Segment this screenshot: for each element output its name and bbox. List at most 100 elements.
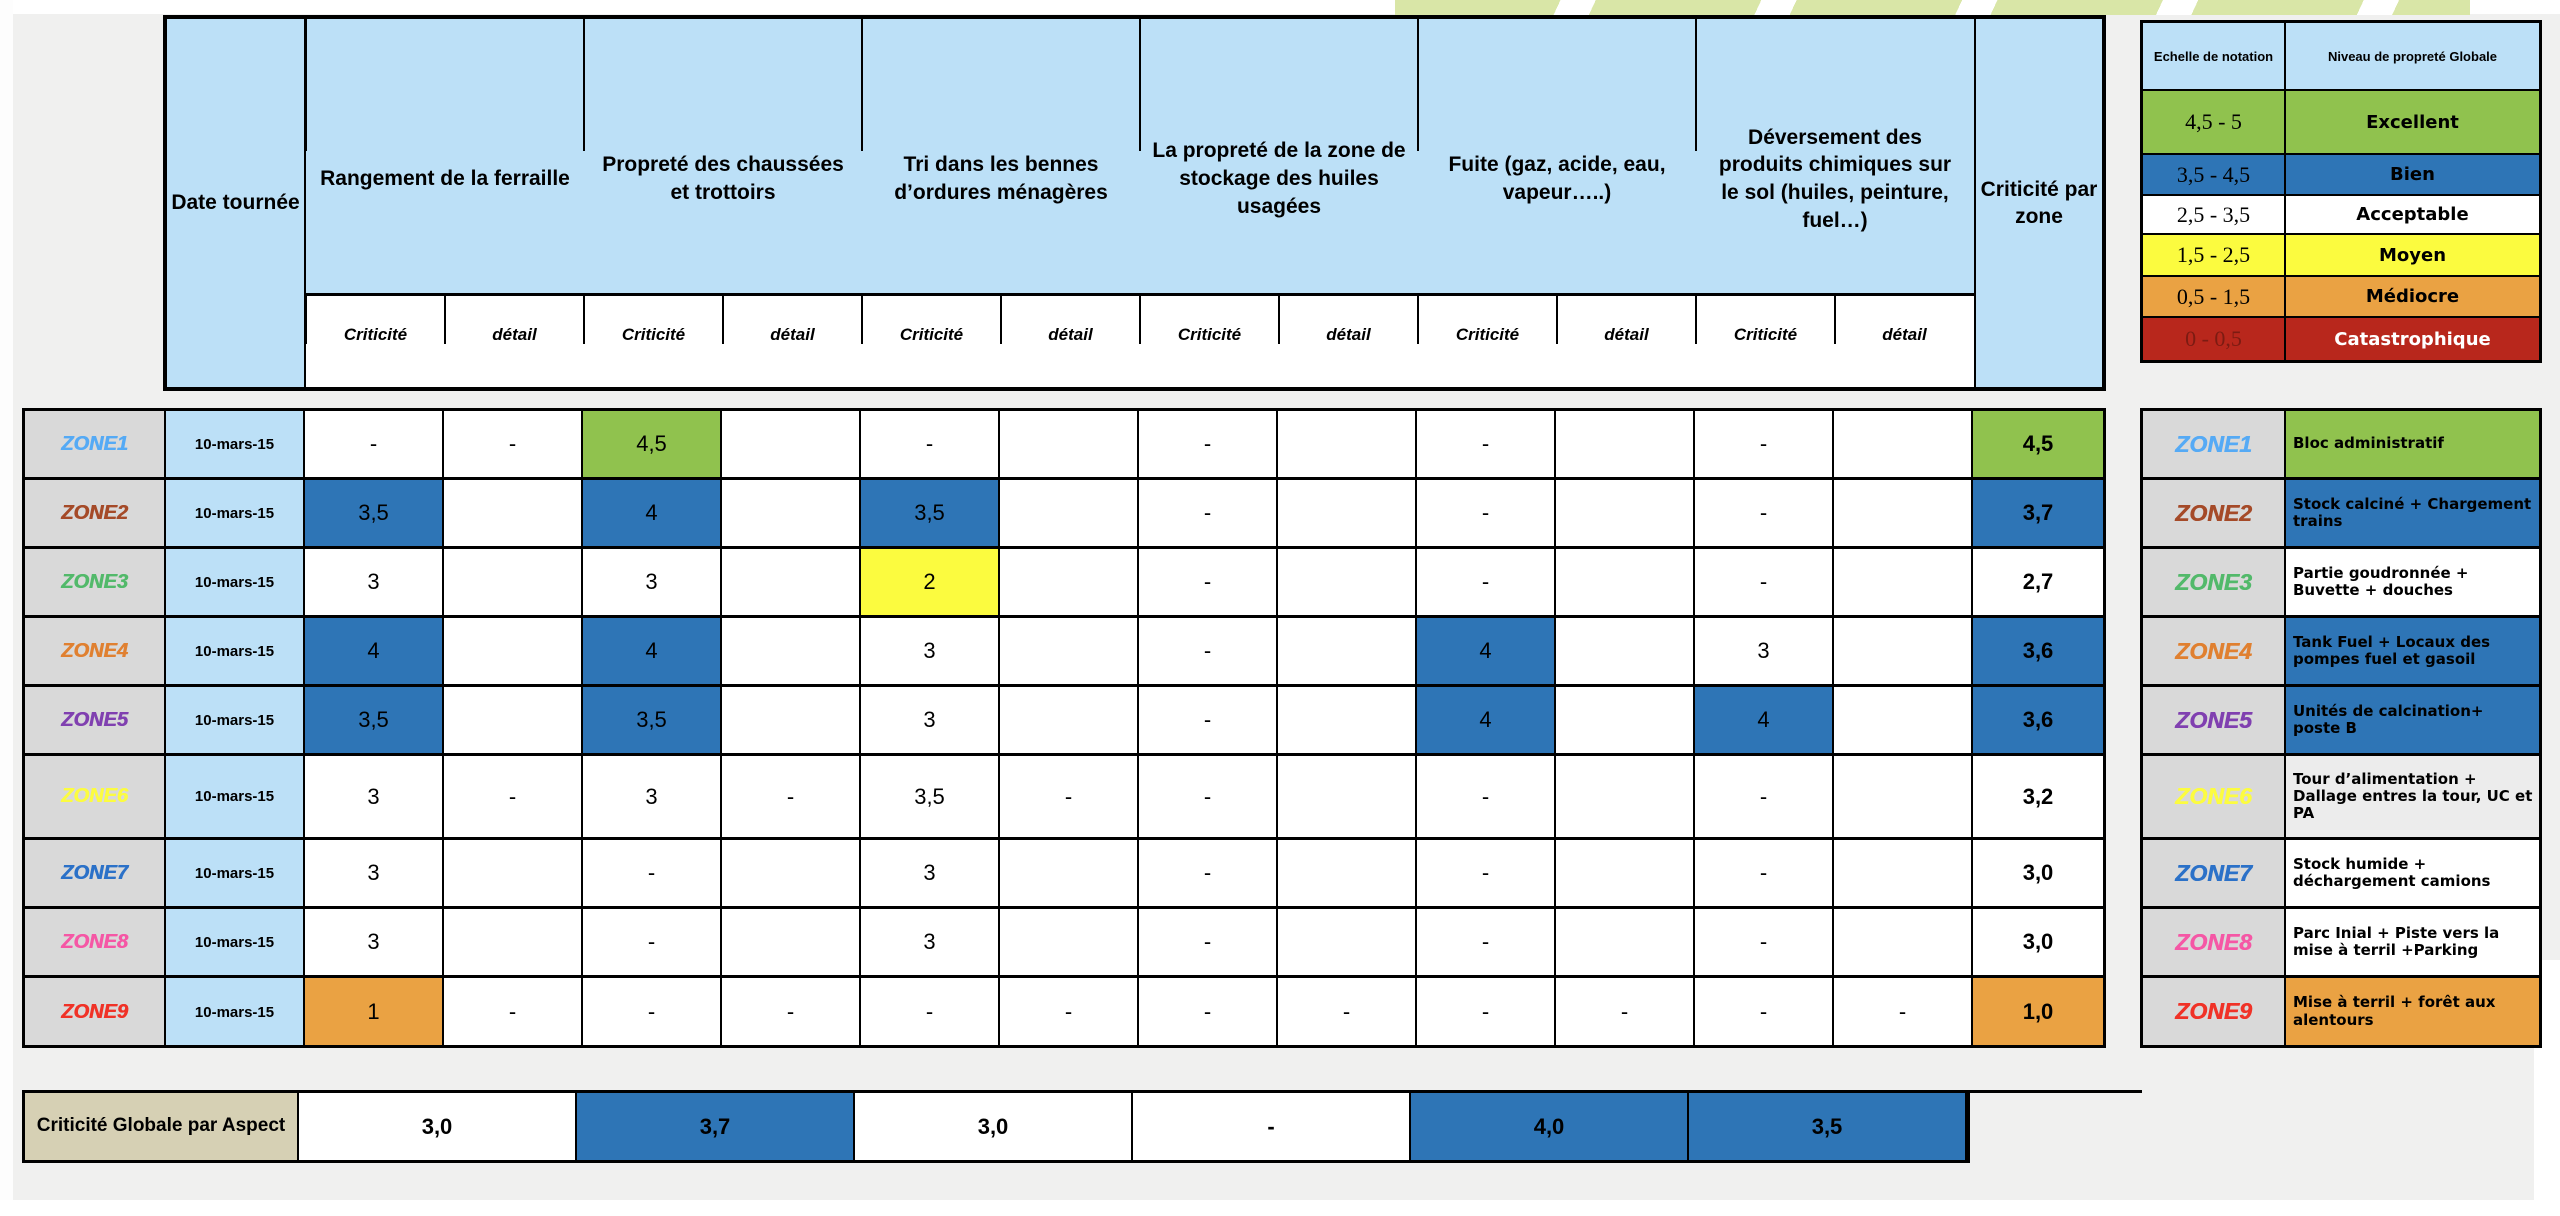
detail-cell[interactable] [1278,687,1417,753]
detail-cell[interactable] [722,618,861,684]
criticite-cell[interactable]: - [1695,978,1834,1045]
criticite-cell[interactable]: 3 [583,549,722,615]
date-cell[interactable]: 10-mars-15 [166,909,305,975]
detail-cell[interactable] [1000,411,1139,477]
zone-label-cell[interactable]: ZONE9 [25,978,166,1045]
legend-scale-header[interactable]: Echelle de notation [2143,23,2286,89]
zone-description-cell[interactable]: Tank Fuel + Locaux des pompes fuel et ga… [2286,618,2539,684]
criticite-cell[interactable]: - [1139,618,1278,684]
criticite-cell[interactable]: 3 [305,549,444,615]
legend-level-cell[interactable]: Catastrophique [2286,318,2539,360]
criticite-cell[interactable]: - [1695,480,1834,546]
detail-cell[interactable] [1278,909,1417,975]
criticite-cell[interactable]: - [1139,840,1278,906]
aspect-header-cell[interactable]: Fuite (gaz, acide, eau, vapeur…..) [1417,19,1696,293]
criticite-cell[interactable]: - [1139,909,1278,975]
zone-name-cell[interactable]: ZONE6 [2143,756,2286,837]
criticite-cell[interactable]: 3 [861,909,1000,975]
criticite-cell[interactable]: - [861,978,1000,1045]
subheader-cell[interactable]: Criticité [1695,293,1835,387]
detail-cell[interactable]: - [1000,756,1139,837]
subheader-cell[interactable]: détail [722,293,862,387]
criticite-cell[interactable]: 3,5 [861,756,1000,837]
zone-description-cell[interactable]: Stock calciné + Chargement trains [2286,480,2539,546]
global-criticity-value-cell[interactable]: 3,7 [577,1093,855,1160]
detail-cell[interactable]: - [444,978,583,1045]
zone-description-cell[interactable]: Tour d’alimentation + Dallage entres la … [2286,756,2539,837]
aspect-header-cell[interactable]: Déversement des produits chimiques sur l… [1695,19,1974,293]
detail-cell[interactable] [1556,909,1695,975]
criticite-cell[interactable]: 3,5 [583,687,722,753]
criticite-cell[interactable]: 4 [583,618,722,684]
detail-cell[interactable] [444,618,583,684]
criticite-cell[interactable]: 2 [861,549,1000,615]
detail-cell[interactable]: - [722,756,861,837]
criticite-cell[interactable]: - [1695,909,1834,975]
criticite-cell[interactable]: - [1139,480,1278,546]
legend-level-cell[interactable]: Médiocre [2286,277,2539,316]
subheader-cell[interactable]: détail [1556,293,1696,387]
detail-cell[interactable] [1834,756,1973,837]
zone-description-cell[interactable]: Unités de calcination+ poste B [2286,687,2539,753]
detail-cell[interactable] [1556,549,1695,615]
zone-criticity-cell[interactable]: 3,2 [1973,756,2103,837]
criticite-cell[interactable]: - [583,978,722,1045]
subheader-cell[interactable]: Criticité [861,293,1001,387]
zone-label-cell[interactable]: ZONE8 [25,909,166,975]
zone-name-cell[interactable]: ZONE8 [2143,909,2286,975]
criticite-cell[interactable]: 3 [583,756,722,837]
criticite-cell[interactable]: 4 [305,618,444,684]
detail-cell[interactable] [722,411,861,477]
detail-cell[interactable] [1278,618,1417,684]
zone-name-cell[interactable]: ZONE2 [2143,480,2286,546]
criticite-cell[interactable]: 3 [861,840,1000,906]
detail-cell[interactable] [444,480,583,546]
global-criticity-value-cell[interactable]: 3,0 [299,1093,577,1160]
date-cell[interactable]: 10-mars-15 [166,756,305,837]
criticite-cell[interactable]: - [1695,411,1834,477]
criticite-cell[interactable]: - [1417,909,1556,975]
zone-description-cell[interactable]: Bloc administratif [2286,411,2539,477]
global-criticity-value-cell[interactable]: 4,0 [1411,1093,1689,1160]
criticite-cell[interactable]: - [1695,756,1834,837]
criticite-cell[interactable]: - [1139,549,1278,615]
criticite-cell[interactable]: - [583,909,722,975]
detail-cell[interactable] [444,687,583,753]
subheader-cell[interactable]: détail [1278,293,1418,387]
zone-name-cell[interactable]: ZONE9 [2143,978,2286,1045]
date-cell[interactable]: 10-mars-15 [166,549,305,615]
legend-level-cell[interactable]: Moyen [2286,235,2539,275]
detail-cell[interactable] [1278,480,1417,546]
detail-cell[interactable] [1834,840,1973,906]
detail-cell[interactable]: - [1556,978,1695,1045]
criticite-cell[interactable]: - [1695,549,1834,615]
subheader-cell[interactable]: détail [444,293,584,387]
zone-label-cell[interactable]: ZONE6 [25,756,166,837]
legend-range-cell[interactable]: 1,5 - 2,5 [2143,235,2286,275]
detail-cell[interactable] [722,549,861,615]
subheader-cell[interactable]: Criticité [1417,293,1557,387]
zone-criticity-cell[interactable]: 1,0 [1973,978,2103,1045]
detail-cell[interactable]: - [1000,978,1139,1045]
detail-cell[interactable] [1278,756,1417,837]
zone-label-cell[interactable]: ZONE3 [25,549,166,615]
criticite-cell[interactable]: 4,5 [583,411,722,477]
zone-name-cell[interactable]: ZONE7 [2143,840,2286,906]
zone-label-cell[interactable]: ZONE5 [25,687,166,753]
detail-cell[interactable] [1556,687,1695,753]
detail-cell[interactable] [1556,411,1695,477]
detail-cell[interactable] [1834,480,1973,546]
detail-cell[interactable] [722,840,861,906]
detail-cell[interactable]: - [444,756,583,837]
detail-cell[interactable] [1834,411,1973,477]
detail-cell[interactable] [1000,840,1139,906]
subheader-cell[interactable]: Criticité [305,293,445,387]
criticite-cell[interactable]: - [1417,756,1556,837]
aspect-header-cell[interactable]: Propreté des chaussées et trottoirs [583,19,862,293]
legend-level-cell[interactable]: Excellent [2286,91,2539,153]
date-cell[interactable]: 10-mars-15 [166,618,305,684]
criticite-cell[interactable]: 4 [583,480,722,546]
zone-name-cell[interactable]: ZONE3 [2143,549,2286,615]
legend-range-cell[interactable]: 0 - 0,5 [2143,318,2286,360]
criticite-cell[interactable]: - [1417,978,1556,1045]
